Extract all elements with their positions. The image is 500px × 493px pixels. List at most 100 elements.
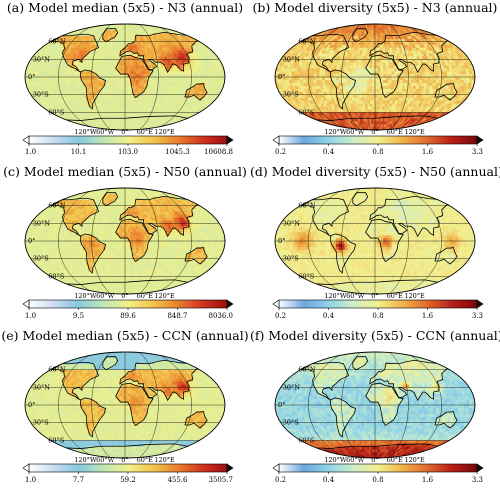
grid-cell: [449, 76, 453, 81]
grid-cell: [213, 79, 217, 84]
coastline: [184, 83, 208, 101]
grid-cell: [122, 82, 126, 86]
grid-cell: [171, 123, 180, 128]
grid-cell: [363, 82, 367, 86]
grid-cell: [336, 79, 340, 84]
grid-cell: [44, 79, 48, 84]
grid-cell: [319, 70, 323, 75]
grid-cell: [466, 70, 470, 75]
grid-cell: [324, 70, 329, 75]
grid-cell: [52, 70, 57, 75]
grid-cell: [130, 65, 134, 69]
grid-cell: [352, 65, 357, 69]
grid-cell: [94, 88, 99, 92]
grid-cell: [171, 68, 175, 72]
grid-cell: [138, 85, 142, 89]
grid-cell: [356, 94, 360, 98]
grid-cell: [49, 73, 54, 78]
grid-cell: [377, 70, 381, 75]
grid-cell: [294, 79, 298, 84]
grid-cell: [111, 85, 115, 89]
grid-cell: [109, 100, 113, 104]
grid-cell: [55, 70, 59, 75]
grid-cell: [141, 79, 145, 84]
grid-cell: [363, 62, 368, 66]
grid-cell: [372, 35, 376, 39]
grid-cell: [152, 82, 156, 86]
grid-cell: [133, 70, 137, 75]
grid-cell: [356, 53, 360, 57]
grid-cell: [361, 97, 365, 101]
grid-cell: [180, 29, 189, 33]
grid-cell: [355, 73, 359, 78]
grid-cell: [119, 79, 123, 84]
grid-cell: [122, 118, 126, 122]
grid-cell: [162, 24, 173, 28]
grid-cell: [380, 62, 384, 66]
grid-cell: [361, 82, 365, 86]
grid-cell: [157, 82, 162, 86]
grid-cell: [127, 100, 131, 104]
grid-cell: [61, 70, 65, 75]
grid-cell: [373, 121, 376, 125]
grid-cell: [138, 70, 142, 75]
grid-cell: [356, 97, 360, 101]
grid-cell: [36, 79, 40, 84]
grid-cell: [317, 123, 327, 128]
grid-cell: [366, 73, 370, 78]
grid-cell: [160, 73, 165, 78]
grid-cell: [344, 76, 348, 81]
grid-cell: [361, 56, 365, 60]
grid-cell: [310, 76, 315, 81]
grid-cell: [383, 76, 387, 81]
grid-cell: [374, 91, 378, 95]
grid-cell: [106, 97, 110, 101]
grid-cell: [353, 91, 357, 95]
grid-cell: [369, 97, 373, 101]
grid-cell: [47, 70, 51, 75]
grid-cell: [122, 41, 126, 45]
grid-cell: [119, 97, 123, 101]
grid-cell: [372, 100, 376, 104]
grid-cell: [427, 70, 431, 75]
grid-cell: [159, 24, 169, 28]
grid-cell: [338, 73, 342, 78]
grid-cell: [374, 85, 378, 89]
grid-cell: [132, 62, 137, 66]
grid-cell: [372, 73, 376, 78]
grid-cell: [75, 82, 79, 86]
grid-cell: [385, 97, 389, 101]
grid-cell: [350, 65, 354, 69]
grid-cell: [382, 59, 386, 63]
grid-cell: [127, 106, 130, 110]
grid-cell: [367, 50, 371, 54]
grid-cell: [308, 76, 312, 81]
grid-cell: [405, 76, 409, 81]
grid-cell: [421, 68, 425, 72]
grid-cell: [413, 70, 417, 75]
grid-cell: [141, 65, 145, 69]
grid-cell: [344, 88, 349, 92]
grid-cell: [38, 70, 43, 75]
grid-cell: [311, 70, 315, 75]
grid-cell: [117, 97, 121, 101]
grid-cell: [377, 91, 381, 95]
grid-cell: [458, 73, 462, 78]
grid-cell: [129, 44, 133, 48]
grid-cell: [172, 76, 176, 81]
grid-cell: [374, 35, 378, 39]
grid-cell: [355, 68, 359, 72]
grid-cell: [113, 88, 118, 92]
grid-cell: [69, 79, 73, 84]
grid-cell: [47, 73, 51, 78]
grid-cell: [103, 56, 107, 60]
grid-cell: [199, 76, 203, 81]
grid-cell: [468, 70, 473, 75]
grid-cell: [385, 59, 389, 63]
grid-cell: [344, 62, 349, 66]
panel-a: (a) Model median (5x5) - N3 (annual) 60°…: [0, 0, 250, 164]
grid-cell: [188, 118, 197, 122]
grid-cell: [379, 47, 383, 51]
grid-cell: [208, 76, 212, 81]
grid-cell: [74, 70, 79, 75]
